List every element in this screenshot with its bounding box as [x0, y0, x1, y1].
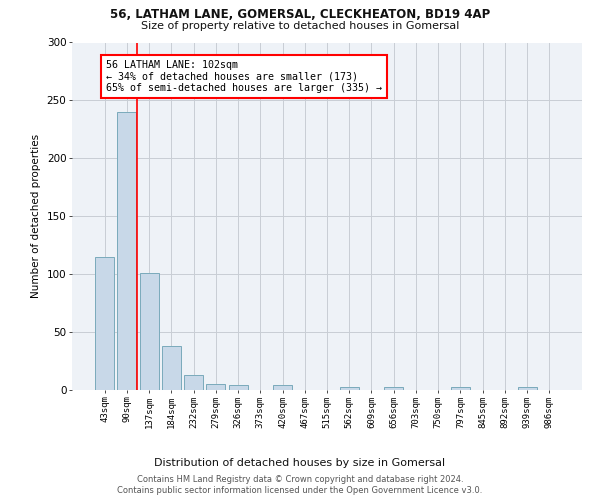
- Bar: [95, 257, 114, 390]
- Bar: [140, 273, 158, 390]
- Bar: [451, 386, 470, 390]
- Text: 56 LATHAM LANE: 102sqm
← 34% of detached houses are smaller (173)
65% of semi-de: 56 LATHAM LANE: 102sqm ← 34% of detached…: [106, 60, 382, 93]
- Text: Contains public sector information licensed under the Open Government Licence v3: Contains public sector information licen…: [118, 486, 482, 495]
- Text: Contains HM Land Registry data © Crown copyright and database right 2024.: Contains HM Land Registry data © Crown c…: [137, 475, 463, 484]
- Bar: [206, 384, 225, 390]
- Bar: [162, 346, 181, 390]
- Text: 56, LATHAM LANE, GOMERSAL, CLECKHEATON, BD19 4AP: 56, LATHAM LANE, GOMERSAL, CLECKHEATON, …: [110, 8, 490, 20]
- Bar: [273, 386, 292, 390]
- Bar: [229, 386, 248, 390]
- Y-axis label: Number of detached properties: Number of detached properties: [31, 134, 41, 298]
- Bar: [340, 386, 359, 390]
- Bar: [118, 112, 136, 390]
- Bar: [384, 386, 403, 390]
- Text: Size of property relative to detached houses in Gomersal: Size of property relative to detached ho…: [141, 21, 459, 31]
- Bar: [518, 386, 536, 390]
- Bar: [184, 375, 203, 390]
- Text: Distribution of detached houses by size in Gomersal: Distribution of detached houses by size …: [154, 458, 446, 468]
